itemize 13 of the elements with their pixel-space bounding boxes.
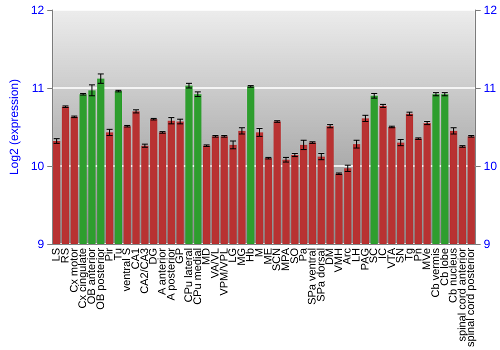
x-tick-label: A posterior bbox=[165, 248, 178, 301]
y-tick-label: 9 bbox=[38, 236, 45, 251]
y-axis-title: Log2 (expression) bbox=[7, 78, 21, 176]
y2-tick-label: 10 bbox=[484, 158, 498, 173]
y-tick-label: 10 bbox=[30, 158, 45, 173]
y-tick-label: 12 bbox=[30, 3, 45, 17]
y2-tick-label: 11 bbox=[484, 80, 496, 95]
x-tick-label: spinal cord posterior bbox=[465, 248, 478, 348]
x-tick-label: RS bbox=[59, 248, 72, 264]
y2-tick-label: 12 bbox=[484, 3, 498, 17]
y2-tick-label: 9 bbox=[484, 236, 491, 251]
x-tick-label: Tg bbox=[403, 248, 416, 261]
y-tick-label: 11 bbox=[32, 80, 45, 95]
